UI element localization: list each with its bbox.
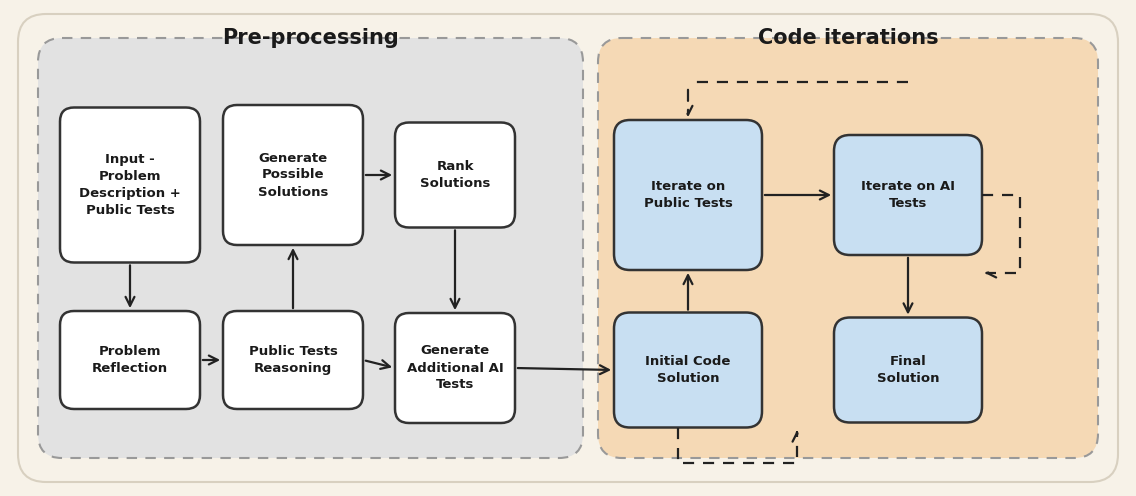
FancyBboxPatch shape xyxy=(18,14,1118,482)
Text: Final
Solution: Final Solution xyxy=(877,355,939,385)
Text: Input -
Problem
Description +
Public Tests: Input - Problem Description + Public Tes… xyxy=(80,153,181,217)
FancyBboxPatch shape xyxy=(834,317,982,423)
Text: Iterate on AI
Tests: Iterate on AI Tests xyxy=(861,180,955,210)
Text: Rank
Solutions: Rank Solutions xyxy=(420,160,491,190)
FancyBboxPatch shape xyxy=(395,123,515,228)
FancyBboxPatch shape xyxy=(223,105,364,245)
Text: Code iterations: Code iterations xyxy=(758,28,938,48)
FancyBboxPatch shape xyxy=(60,108,200,262)
FancyBboxPatch shape xyxy=(613,312,762,428)
Text: Initial Code
Solution: Initial Code Solution xyxy=(645,355,730,385)
Text: Public Tests
Reasoning: Public Tests Reasoning xyxy=(249,345,337,375)
Text: Pre-processing: Pre-processing xyxy=(222,28,399,48)
FancyBboxPatch shape xyxy=(60,311,200,409)
Text: Generate
Possible
Solutions: Generate Possible Solutions xyxy=(258,151,328,198)
Text: Generate
Additional AI
Tests: Generate Additional AI Tests xyxy=(407,345,503,391)
FancyBboxPatch shape xyxy=(395,313,515,423)
Text: Iterate on
Public Tests: Iterate on Public Tests xyxy=(644,180,733,210)
FancyBboxPatch shape xyxy=(223,311,364,409)
FancyBboxPatch shape xyxy=(834,135,982,255)
FancyBboxPatch shape xyxy=(37,38,583,458)
Text: Problem
Reflection: Problem Reflection xyxy=(92,345,168,375)
FancyBboxPatch shape xyxy=(598,38,1099,458)
FancyBboxPatch shape xyxy=(613,120,762,270)
